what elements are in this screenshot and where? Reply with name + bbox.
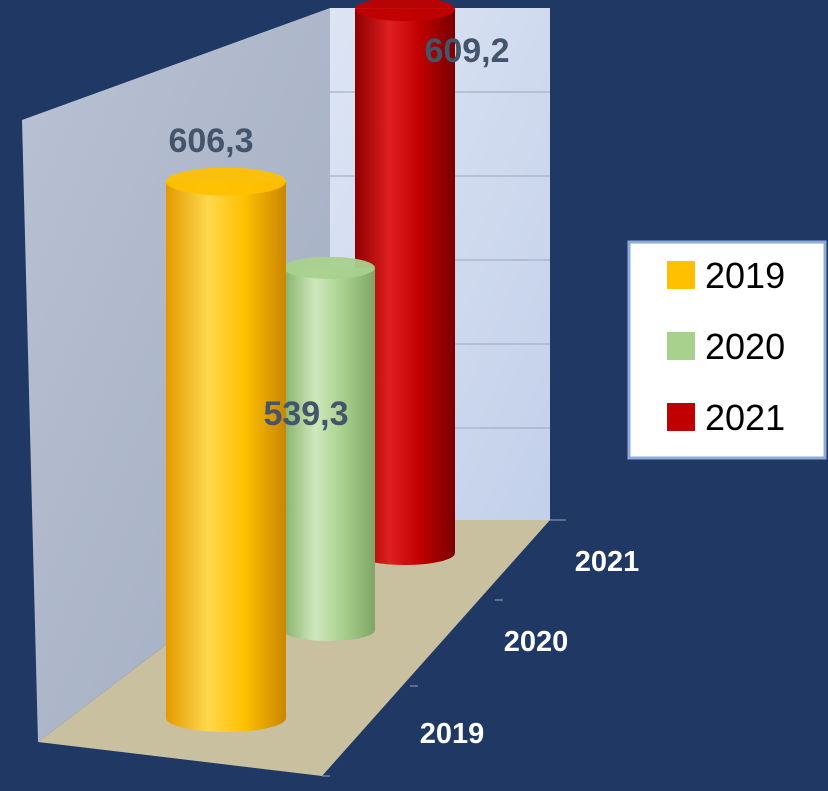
bar-body [166, 181, 286, 732]
data-label-2020: 539,3 [263, 395, 348, 433]
legend-swatch [667, 261, 695, 289]
legend-label: 2019 [705, 255, 785, 296]
category-label-2021: 2021 [575, 546, 640, 578]
bar-body [355, 9, 455, 565]
bar-top [355, 0, 455, 22]
data-labels: 606,3 539,3 609,2 [168, 32, 509, 433]
legend-swatch [667, 403, 695, 431]
bar-top [166, 167, 286, 196]
category-label-2019: 2019 [420, 718, 485, 750]
bar-2021 [355, 0, 455, 565]
legend-item-2021: 2021 [667, 397, 785, 438]
category-label-2020: 2020 [504, 626, 569, 658]
legend-item-2020: 2020 [667, 326, 785, 367]
floor-ticks [322, 519, 566, 777]
bar-2020 [283, 256, 375, 641]
data-label-2019: 606,3 [168, 122, 253, 160]
bar-2019 [166, 167, 286, 732]
bar-top [283, 256, 375, 279]
legend-label: 2020 [705, 326, 785, 367]
legend: 2019 2020 2021 [627, 240, 827, 460]
bars [166, 0, 455, 732]
category-labels: 2019 2020 2021 [420, 546, 640, 750]
data-label-2021: 609,2 [424, 32, 509, 70]
legend-item-2019: 2019 [667, 255, 785, 296]
legend-swatch [667, 332, 695, 360]
bar-body [283, 267, 375, 641]
legend-label: 2021 [705, 397, 785, 438]
